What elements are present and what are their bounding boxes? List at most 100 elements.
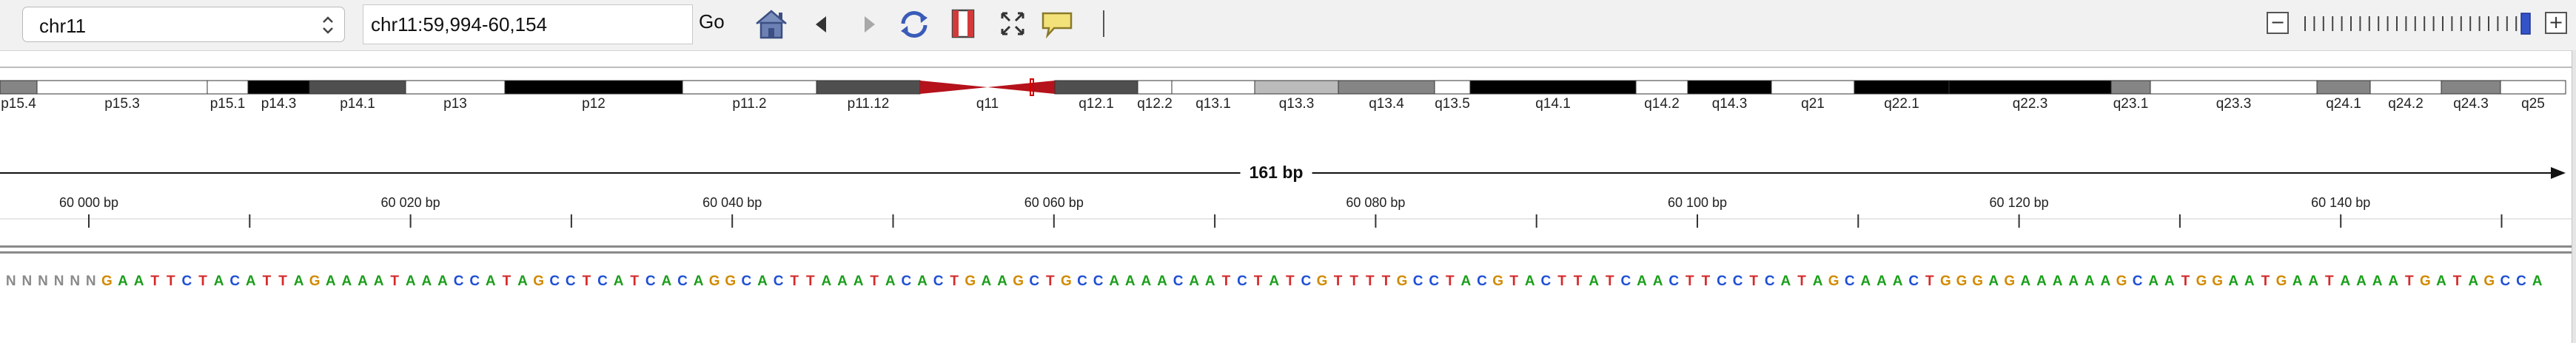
- sequence-base: C: [597, 274, 608, 289]
- sequence-base: C: [1621, 274, 1631, 289]
- sequence-base: A: [1861, 274, 1871, 289]
- ideogram-band: [405, 80, 506, 95]
- ideogram-band: [1254, 80, 1339, 95]
- zoom-thumb[interactable]: [2520, 13, 2531, 35]
- sequence-base: T: [1686, 274, 1694, 289]
- sequence-base: C: [182, 274, 192, 289]
- sequence-base: G: [1317, 274, 1328, 289]
- sequence-base: T: [1749, 274, 1758, 289]
- fit-window-icon[interactable]: [999, 10, 1026, 37]
- locus-search-input[interactable]: [363, 4, 693, 44]
- band-label: q23.1: [2113, 96, 2149, 112]
- sequence-base: A: [342, 274, 352, 289]
- sequence-base: C: [1765, 274, 1775, 289]
- sequence-base: A: [2148, 274, 2159, 289]
- sequence-base: A: [2388, 274, 2398, 289]
- sequence-base: A: [614, 274, 624, 289]
- sequence-base: C: [1173, 274, 1184, 289]
- sequence-base: A: [694, 274, 704, 289]
- sequence-base: G: [725, 274, 736, 289]
- sequence-base: C: [1541, 274, 1552, 289]
- sequence-base: A: [118, 274, 128, 289]
- band-label: q24.1: [2326, 96, 2361, 112]
- popup-info-icon[interactable]: [1041, 10, 1073, 38]
- band-label: q14.1: [1535, 96, 1571, 112]
- sequence-base: A: [1269, 274, 1279, 289]
- sequence-base: T: [1222, 274, 1231, 289]
- ideogram-band: [1687, 80, 1772, 95]
- home-icon[interactable]: [754, 7, 789, 41]
- position-ruler[interactable]: 60 000 bp 60 020 bp 60 040 bp 60 060 bp 60 0…: [0, 194, 2576, 232]
- ideogram-band-labels: p15.4 p15.3 p15.1 p14.3 p14.1 p13 p12 p11.2 p11.…: [0, 96, 2576, 118]
- ideogram-band: [2369, 80, 2442, 95]
- sequence-base: C: [1477, 274, 1487, 289]
- sequence-base: A: [2468, 274, 2478, 289]
- ideogram-band: [1635, 80, 1688, 95]
- sequence-base: T: [503, 274, 511, 289]
- zoom-in-button[interactable]: +: [2545, 12, 2567, 34]
- sequence-base: T: [278, 274, 287, 289]
- sequence-base: T: [870, 274, 879, 289]
- roi-icon[interactable]: [950, 7, 976, 40]
- sequence-base: C: [1908, 274, 1919, 289]
- vertical-scrollbar[interactable]: [2572, 50, 2576, 343]
- sequence-base: T: [2405, 274, 2414, 289]
- sequence-base: G: [1956, 274, 1968, 289]
- sequence-base: G: [1828, 274, 1839, 289]
- panel-divider: [0, 245, 2576, 248]
- zoom-out-button[interactable]: −: [2267, 12, 2289, 34]
- band-label: q13.1: [1195, 96, 1231, 112]
- sequence-base: A: [837, 274, 848, 289]
- back-arrow-icon[interactable]: [811, 12, 831, 37]
- ruler-tick-label: 60 040 bp: [702, 195, 762, 210]
- sequence-base: A: [1109, 274, 1119, 289]
- ruler-tick-label: 60 080 bp: [1346, 195, 1405, 210]
- sequence-base: A: [1461, 274, 1472, 289]
- sequence-base: T: [950, 274, 959, 289]
- sequence-base: G: [1061, 274, 1072, 289]
- band-label: q24.3: [2453, 96, 2489, 112]
- sequence-base: T: [1286, 274, 1295, 289]
- sequence-base: A: [1988, 274, 1999, 289]
- band-label: q21: [1801, 96, 1825, 112]
- panel-divider: [0, 251, 2576, 254]
- chromosome-ideogram[interactable]: [0, 78, 2576, 96]
- sequence-base: C: [469, 274, 480, 289]
- sequence-base: T: [806, 274, 815, 289]
- sequence-base: C: [1413, 274, 1423, 289]
- sequence-base: A: [1525, 274, 1535, 289]
- sequence-base: A: [358, 274, 368, 289]
- sequence-base: T: [583, 274, 591, 289]
- refresh-icon[interactable]: [896, 7, 933, 41]
- sequence-base: A: [2372, 274, 2383, 289]
- sequence-base: N: [54, 274, 64, 289]
- ruler-tick-label: 60 020 bp: [381, 195, 440, 210]
- sequence-base: A: [2308, 274, 2318, 289]
- sequence-base: A: [374, 274, 384, 289]
- sequence-base: N: [70, 274, 80, 289]
- ideogram-band: [1338, 80, 1435, 95]
- sequence-base: N: [22, 274, 33, 289]
- sequence-base: A: [2228, 274, 2238, 289]
- ruler-tick-label: 60 140 bp: [2311, 195, 2370, 210]
- band-label: p15.3: [104, 96, 140, 112]
- sequence-base: A: [1813, 274, 1823, 289]
- ruler-tick-label: 60 120 bp: [1990, 195, 2049, 210]
- zoom-slider[interactable]: [2299, 10, 2563, 37]
- band-label: q11: [976, 96, 999, 112]
- sequence-base: G: [309, 274, 321, 289]
- sequence-base: A: [853, 274, 864, 289]
- chromosome-select-value: chr11: [39, 15, 87, 37]
- band-label: q13.5: [1435, 96, 1470, 112]
- chromosome-select[interactable]: chr11: [22, 7, 345, 42]
- sequence-base: G: [2276, 274, 2287, 289]
- sequence-base: T: [263, 274, 272, 289]
- go-button[interactable]: Go: [699, 10, 725, 33]
- band-label: p14.3: [261, 96, 297, 112]
- sequence-base: C: [1237, 274, 1247, 289]
- sequence-base: C: [774, 274, 784, 289]
- sequence-base: T: [790, 274, 799, 289]
- band-label: q22.3: [2012, 96, 2048, 112]
- toolbar: chr11 Go − +: [0, 0, 2576, 51]
